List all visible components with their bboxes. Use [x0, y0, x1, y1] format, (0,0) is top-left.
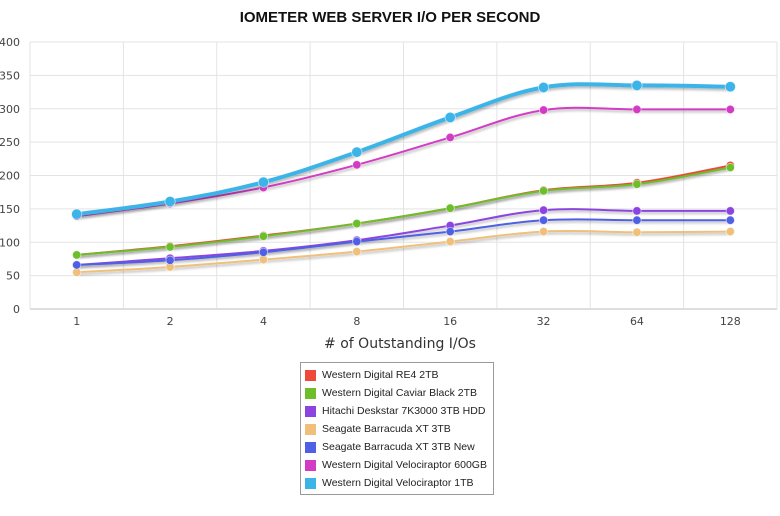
data-point	[725, 162, 735, 173]
series-line	[75, 106, 732, 218]
data-point	[71, 208, 83, 220]
x-tick-label: 32	[537, 315, 551, 328]
data-point	[165, 255, 175, 265]
legend-label: Seagate Barracuda XT 3TB New	[322, 441, 475, 453]
series-line	[75, 218, 732, 266]
data-point	[352, 236, 362, 247]
legend-item: Western Digital Velociraptor 600GB	[305, 456, 489, 474]
legend-label: Western Digital Velociraptor 600GB	[322, 459, 487, 471]
y-tick-label: 300	[0, 103, 20, 116]
legend-item: Seagate Barracuda XT 3TB	[305, 420, 489, 438]
data-point	[445, 132, 455, 143]
legend-label: Western Digital Velociraptor 1TB	[322, 477, 474, 489]
data-point	[258, 231, 269, 241]
legend-swatch	[305, 441, 316, 453]
grid	[29, 41, 778, 310]
data-point	[725, 104, 735, 115]
x-tick-label: 1	[73, 315, 80, 328]
data-point	[72, 250, 82, 260]
y-tick-label: 400	[0, 36, 20, 49]
x-tick-label: 4	[260, 315, 267, 328]
data-point	[724, 81, 736, 93]
x-tick-label: 64	[630, 315, 644, 328]
legend-item: Seagate Barracuda XT 3TB New	[305, 438, 489, 456]
data-point	[632, 179, 642, 189]
chart-title: IOMETER WEB SERVER I/O PER SECOND	[239, 9, 541, 26]
legend-label: Seagate Barracuda XT 3TB	[322, 423, 451, 435]
data-point	[725, 206, 735, 216]
y-tick-label: 0	[13, 303, 20, 316]
data-point	[352, 160, 362, 170]
data-point	[445, 226, 455, 237]
x-tick-label: 16	[443, 315, 457, 328]
series-layer	[71, 79, 736, 277]
data-point	[352, 246, 362, 257]
legend-item: Hitachi Deskstar 7K3000 3TB HDD	[305, 402, 489, 420]
data-point	[257, 176, 270, 188]
series-line	[74, 82, 733, 217]
data-point	[725, 226, 735, 237]
data-point	[445, 203, 455, 213]
data-point	[538, 186, 549, 196]
legend-swatch	[305, 387, 316, 399]
legend-label: Western Digital RE4 2TB	[322, 369, 439, 381]
axes: 0 50 100 150 200 250 300 350 400 1 2 4 8 16 32 64 128	[0, 36, 741, 328]
data-point	[537, 81, 550, 93]
series-western-digital-velociraptor-1tb	[71, 79, 736, 220]
data-point	[258, 247, 269, 257]
data-point	[445, 236, 455, 247]
series-line	[75, 208, 732, 266]
data-point	[725, 215, 735, 225]
y-tick-label: 250	[0, 136, 20, 149]
data-point	[351, 146, 363, 158]
series-western-digital-caviar-black-2tb	[72, 162, 735, 260]
x-tick-label: 2	[167, 315, 174, 328]
y-tick-label: 350	[0, 69, 20, 82]
legend-swatch	[305, 459, 316, 471]
y-tick-label: 50	[6, 270, 20, 283]
data-point	[165, 242, 175, 252]
data-point	[632, 215, 642, 225]
data-point	[538, 226, 549, 237]
data-point	[538, 105, 549, 115]
data-point	[72, 260, 82, 270]
legend: Western Digital RE4 2TB Western Digital C…	[300, 362, 494, 495]
series-line	[75, 166, 732, 256]
legend-swatch	[305, 423, 316, 435]
y-tick-label: 200	[0, 170, 20, 183]
legend-swatch	[305, 405, 316, 417]
data-point	[538, 205, 549, 215]
y-tick-label: 100	[0, 236, 20, 249]
legend-item: Western Digital Caviar Black 2TB	[305, 384, 489, 402]
legend-swatch	[305, 477, 316, 489]
data-point	[632, 206, 642, 216]
legend-label: Hitachi Deskstar 7K3000 3TB HDD	[322, 405, 486, 417]
series-seagate-barracuda-xt-3tb	[72, 226, 735, 277]
series-line	[75, 229, 732, 274]
data-point	[538, 215, 549, 225]
legend-label: Western Digital Caviar Black 2TB	[322, 387, 478, 399]
legend-swatch	[305, 369, 316, 381]
x-axis-label: # of Outstanding I/Os	[324, 336, 476, 352]
x-tick-label: 128	[720, 315, 741, 328]
data-point	[164, 195, 176, 208]
y-tick-label: 150	[0, 203, 20, 216]
legend-item: Western Digital Velociraptor 1TB	[305, 474, 489, 492]
series-seagate-barracuda-xt-3tb-new	[72, 215, 735, 270]
data-point	[352, 218, 362, 229]
data-point	[444, 111, 456, 124]
legend-item: Western Digital RE4 2TB	[305, 366, 489, 384]
data-point	[632, 104, 642, 115]
data-point	[632, 227, 642, 237]
data-point	[631, 79, 643, 91]
x-tick-label: 8	[353, 315, 360, 328]
